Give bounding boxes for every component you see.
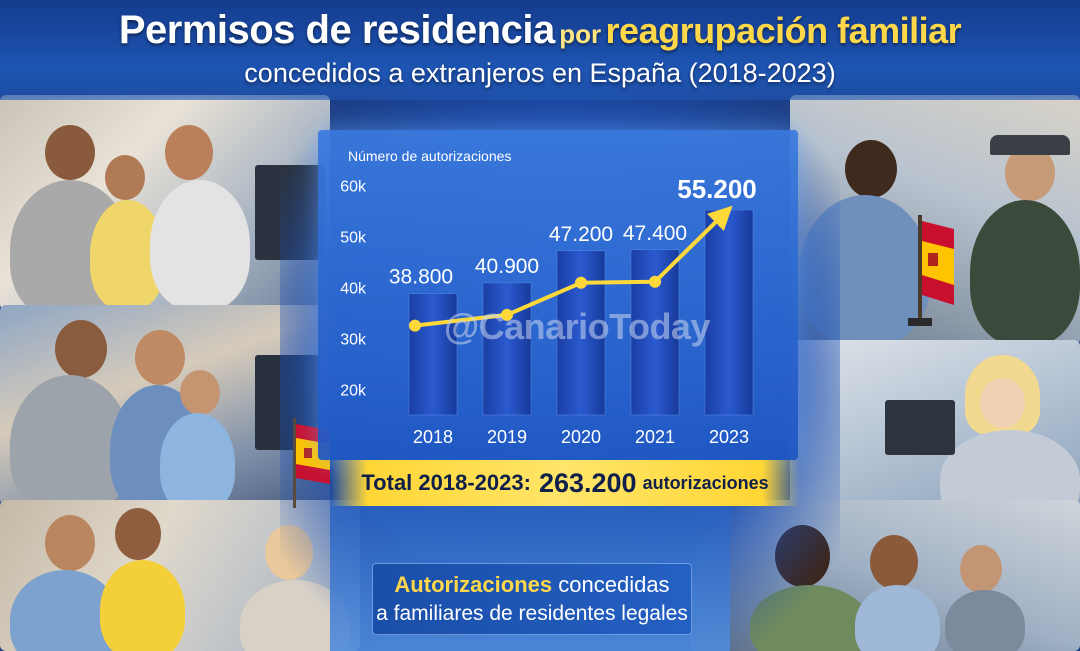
value-label-2019: 40.900 (475, 255, 539, 278)
x-tick-label-2023: 2023 (709, 427, 749, 447)
y-tick-label-60k: 60k (340, 179, 367, 196)
y-axis-label: Número de autorizaciones (348, 148, 511, 164)
title-part-connector: por (559, 19, 602, 49)
bar-2019 (482, 282, 532, 416)
y-tick-label-20k: 20k (340, 383, 367, 400)
caption-line-2: a familiares de residentes legales (376, 602, 688, 625)
value-labels: 38.800 40.900 47.200 47.400 55.200 (389, 174, 757, 289)
total-banner: Total 2018-2023: 263.200 autorizaciones (330, 460, 800, 506)
x-tick-label-2021: 2021 (635, 427, 675, 447)
trend-point-2021 (649, 275, 661, 288)
title-part-main: Permisos de residencia (118, 8, 555, 52)
total-unit: autorizaciones (642, 472, 769, 493)
y-tick-label-50k: 50k (340, 230, 367, 247)
trend-line (409, 205, 733, 332)
header-banner: Permisos de residencia por reagrupación … (0, 0, 1080, 100)
spain-flag-right-icon (908, 215, 954, 326)
trend-point-2019 (501, 308, 513, 321)
bar-chart: Número de autorizaciones 20k 30k 40k 50k 60k… (340, 148, 757, 447)
bars (408, 209, 754, 416)
trend-point-2018 (409, 319, 421, 332)
x-axis-ticks: 2018 2019 2020 2021 2023 (413, 427, 749, 447)
caption-rest: concedidas (558, 572, 670, 597)
x-tick-label-2019: 2019 (487, 427, 527, 447)
value-label-2018: 38.800 (389, 266, 453, 289)
total-label: Total 2018-2023: (361, 470, 531, 495)
y-axis-ticks: 20k 30k 40k 50k 60k (340, 179, 367, 400)
y-tick-label-30k: 30k (340, 332, 367, 349)
chart-panel: Número de autorizaciones 20k 30k 40k 50k 60k… (318, 130, 798, 460)
page-subtitle: concedidos a extranjeros en España (2018… (244, 58, 836, 88)
trend-point-2020 (575, 276, 587, 289)
caption-box: Autorizaciones concedidas a familiares d… (372, 563, 692, 635)
y-tick-label-40k: 40k (340, 281, 367, 298)
value-label-2023: 55.200 (677, 174, 757, 204)
total-value: 263.200 (538, 467, 637, 498)
caption-line-1: Autorizaciones concedidas (373, 572, 691, 598)
watermark-text: @CanarioToday (444, 306, 710, 347)
bar-2018 (408, 293, 458, 416)
x-tick-label-2018: 2018 (413, 427, 453, 447)
title-part-highlight: reagrupación familiar (605, 10, 962, 51)
caption-highlight: Autorizaciones (394, 572, 553, 597)
value-label-2020: 47.200 (549, 223, 613, 246)
x-tick-label-2020: 2020 (561, 427, 601, 447)
bar-2023 (704, 209, 754, 416)
value-label-2021: 47.400 (623, 222, 687, 245)
page-title: Permisos de residencia por reagrupación … (0, 8, 1080, 53)
